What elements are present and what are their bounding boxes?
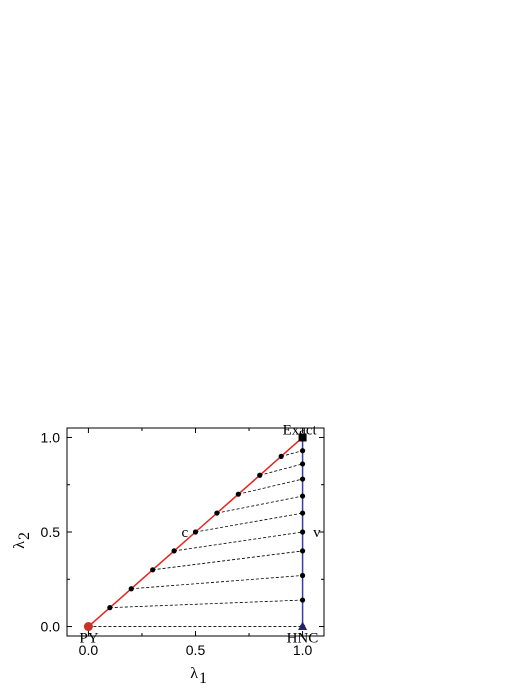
annotation-exact: Exact [283, 422, 318, 438]
data-point-v-8 [299, 461, 306, 467]
connector-line-7 [238, 478, 303, 495]
x-axis-label-subscript: 1 [199, 670, 207, 687]
connector-line-4 [174, 531, 303, 552]
data-point-v-1 [299, 597, 306, 603]
data-point-c-6 [214, 510, 220, 516]
annotation-v: v [313, 525, 321, 541]
connector-line-5 [195, 512, 303, 533]
x-axis-label: λ [190, 665, 198, 682]
special-point-hnc [298, 621, 308, 631]
ticks-layer: 0.0 0.5 1.0 0.0 0.5 1.0 [41, 428, 324, 658]
special-points-layer [83, 433, 308, 632]
data-point-c-1 [107, 605, 113, 611]
connector-line-2 [131, 575, 303, 590]
annotations-layer: PY HNC Exact c v [79, 422, 321, 646]
data-point-c-4 [171, 548, 177, 554]
x-tick-label-2: 1.0 [293, 642, 313, 658]
annotation-c: c [181, 525, 188, 541]
connector-line-6 [216, 495, 303, 514]
connector-line-9 [281, 450, 303, 457]
data-point-c-8 [257, 472, 263, 478]
data-point-v-5 [299, 510, 306, 516]
data-point-v-7 [299, 476, 306, 482]
special-point-py [83, 622, 93, 632]
y-axis-label-subscript: 2 [16, 532, 33, 540]
data-point-c-2 [128, 586, 134, 592]
data-point-v-2 [299, 572, 306, 579]
y-tick-label-0: 0.0 [41, 619, 61, 635]
connectors-layer [88, 450, 303, 627]
special-point-exact [298, 433, 307, 442]
data-point-c-7 [235, 491, 241, 497]
y-tick-label-1: 0.5 [41, 524, 61, 540]
connector-line-1 [109, 599, 303, 609]
annotation-hnc: HNC [287, 631, 319, 647]
y-axis-label: λ [11, 541, 28, 549]
data-point-c-5 [192, 529, 199, 535]
data-point-v-6 [299, 493, 306, 499]
x-tick-label-1: 0.5 [186, 642, 206, 658]
data-point-c-3 [150, 567, 156, 573]
data-point-v-4 [299, 529, 306, 535]
y-tick-label-2: 1.0 [41, 429, 61, 445]
data-point-c-9 [278, 453, 284, 459]
data-point-v-9 [299, 448, 306, 454]
connector-line-3 [152, 550, 303, 571]
plot-area [66, 427, 325, 637]
annotation-py: PY [79, 631, 98, 647]
connector-line-8 [259, 463, 303, 476]
data-point-v-3 [299, 548, 306, 554]
x-tick-label-0: 0.0 [79, 642, 99, 658]
